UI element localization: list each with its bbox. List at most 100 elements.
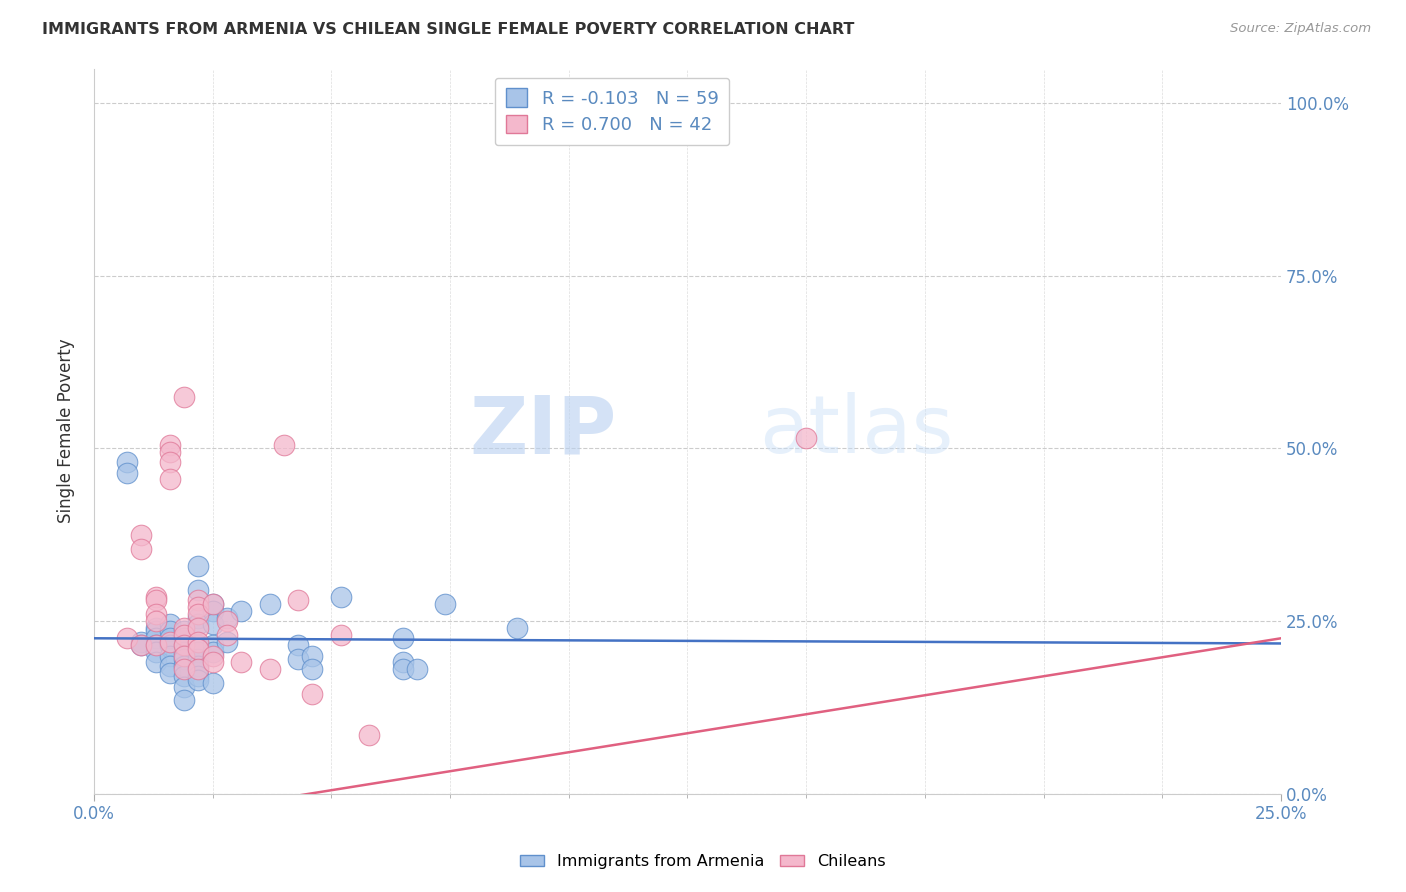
Point (215, 634, 238, 648)
Point (329, 590, 352, 604)
Point (145, 656, 167, 670)
Text: atlas: atlas (759, 392, 953, 470)
Point (187, 610, 209, 624)
Point (187, 607, 209, 621)
Point (273, 438, 295, 452)
Point (173, 652, 195, 666)
Point (159, 659, 181, 673)
Point (391, 662, 413, 676)
Text: IMMIGRANTS FROM ARMENIA VS CHILEAN SINGLE FEMALE POVERTY CORRELATION CHART: IMMIGRANTS FROM ARMENIA VS CHILEAN SINGL… (42, 22, 855, 37)
Point (187, 621, 209, 635)
Point (201, 597, 224, 611)
Point (145, 645, 167, 659)
Point (115, 455, 138, 469)
Point (131, 634, 153, 648)
Point (301, 648, 323, 663)
Point (115, 466, 138, 480)
Point (201, 604, 224, 618)
Point (187, 593, 209, 607)
Point (145, 624, 167, 639)
Point (173, 638, 195, 652)
Point (259, 597, 281, 611)
Point (131, 541, 153, 556)
Point (173, 390, 195, 404)
Point (201, 676, 224, 690)
Point (201, 645, 224, 659)
Point (434, 597, 457, 611)
Point (159, 632, 181, 646)
Point (159, 665, 181, 680)
Point (301, 662, 323, 676)
Point (187, 634, 209, 648)
Point (159, 455, 181, 469)
Legend: Immigrants from Armenia, Chileans: Immigrants from Armenia, Chileans (513, 847, 893, 875)
Point (173, 648, 195, 663)
Point (259, 662, 281, 676)
Point (391, 656, 413, 670)
Point (145, 638, 167, 652)
Point (145, 590, 167, 604)
Point (173, 659, 195, 673)
Point (215, 614, 238, 628)
Point (159, 638, 181, 652)
Point (173, 632, 195, 646)
Point (329, 628, 352, 642)
Point (145, 607, 167, 621)
Point (187, 662, 209, 676)
Point (131, 638, 153, 652)
Point (173, 624, 195, 639)
Point (173, 645, 195, 659)
Point (794, 431, 817, 445)
Point (173, 621, 195, 635)
Point (301, 687, 323, 701)
Point (173, 628, 195, 642)
Point (159, 445, 181, 459)
Point (187, 617, 209, 632)
Text: ZIP: ZIP (470, 392, 616, 470)
Point (391, 632, 413, 646)
Point (215, 628, 238, 642)
Point (159, 438, 181, 452)
Point (287, 638, 309, 652)
Point (201, 656, 224, 670)
Point (145, 593, 167, 607)
Point (187, 645, 209, 659)
Point (159, 472, 181, 486)
Point (145, 614, 167, 628)
Point (159, 624, 181, 639)
Text: Source: ZipAtlas.com: Source: ZipAtlas.com (1230, 22, 1371, 36)
Point (187, 659, 209, 673)
Point (145, 632, 167, 646)
Point (405, 662, 427, 676)
Point (505, 621, 527, 635)
Point (187, 558, 209, 573)
Point (201, 597, 224, 611)
Point (187, 582, 209, 597)
Point (159, 617, 181, 632)
Point (187, 673, 209, 687)
Point (173, 638, 195, 652)
Point (187, 600, 209, 615)
Point (229, 656, 252, 670)
Legend: R = -0.103   N = 59, R = 0.700   N = 42: R = -0.103 N = 59, R = 0.700 N = 42 (495, 78, 730, 145)
Point (159, 648, 181, 663)
Point (187, 652, 209, 666)
Point (145, 638, 167, 652)
Point (201, 648, 224, 663)
Point (287, 652, 309, 666)
Point (201, 617, 224, 632)
Point (145, 621, 167, 635)
Point (187, 641, 209, 656)
Point (131, 638, 153, 652)
Point (229, 604, 252, 618)
Point (159, 634, 181, 648)
Point (173, 669, 195, 683)
Y-axis label: Single Female Poverty: Single Female Poverty (58, 339, 75, 524)
Point (173, 693, 195, 707)
Point (287, 593, 309, 607)
Point (187, 638, 209, 652)
Point (173, 662, 195, 676)
Point (215, 610, 238, 624)
Point (115, 632, 138, 646)
Point (173, 680, 195, 694)
